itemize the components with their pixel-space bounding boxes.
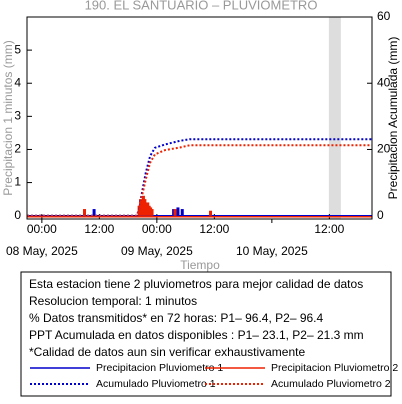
y-axis-label: Precipitacion 1 minutos (mm) (1, 40, 15, 195)
x-axis-label: Tiempo (180, 258, 220, 272)
y-tick-label: 2 (14, 142, 21, 156)
line (27, 144, 372, 217)
x-tick-label: 00:00 (27, 222, 57, 236)
legend-label: Precipitacion Pluviometro 1 (96, 362, 223, 374)
x-tick-label: 12:00 (84, 222, 114, 236)
y-tick-label: 3 (14, 109, 21, 123)
bar (83, 209, 86, 216)
y-tick-label: 5 (14, 42, 21, 56)
line (27, 138, 372, 217)
x-tick-label: 12:00 (314, 222, 344, 236)
bar (92, 209, 96, 216)
bar (150, 209, 154, 216)
note: % Datos transmitidos* en 72 horas: P1– 9… (29, 311, 324, 325)
chart-title: 190. EL SANTUARIO – PLUVIOMETRO (85, 0, 318, 12)
plot-frame (26, 16, 373, 220)
note: Resolucion temporal: 1 minutos (29, 294, 197, 308)
note: Esta estacion tiene 2 pluviometros para … (29, 277, 363, 291)
y2-tick-label: 40 (377, 75, 391, 89)
y2-tick-label: 20 (377, 142, 391, 156)
bar (176, 207, 180, 216)
legend-label: Acumulado Pluviometro 2 (271, 378, 391, 390)
legend-box (20, 271, 392, 397)
x-date-label: 09 May, 2025 (121, 244, 193, 258)
x-tick-label: 00:00 (142, 222, 172, 236)
legend-label: Precipitacion Pluviometro 2 (271, 362, 398, 374)
bar (209, 210, 213, 216)
note: PPT Acumulada en datos disponibles : P1–… (29, 328, 364, 342)
y2-tick-label: 0 (377, 208, 384, 222)
bar (173, 209, 177, 216)
x-tick-label: 12:00 (199, 222, 229, 236)
y2-axis-label: Precipitacion Acumulada (mm) (386, 37, 400, 200)
note: *Calidad de datos aun sin verificar exha… (29, 345, 305, 359)
y-tick-label: 0 (14, 208, 21, 222)
shaded-region (328, 17, 341, 219)
y2-tick-label: 60 (377, 9, 391, 23)
y-tick-label: 1 (14, 175, 21, 189)
bar (180, 209, 184, 216)
x-date-label: 08 May, 2025 (6, 244, 78, 258)
legend-label: Acumulado Pluviometro 1 (96, 378, 216, 390)
x-date-label: 10 May, 2025 (236, 244, 308, 258)
y-tick-label: 4 (14, 75, 21, 89)
